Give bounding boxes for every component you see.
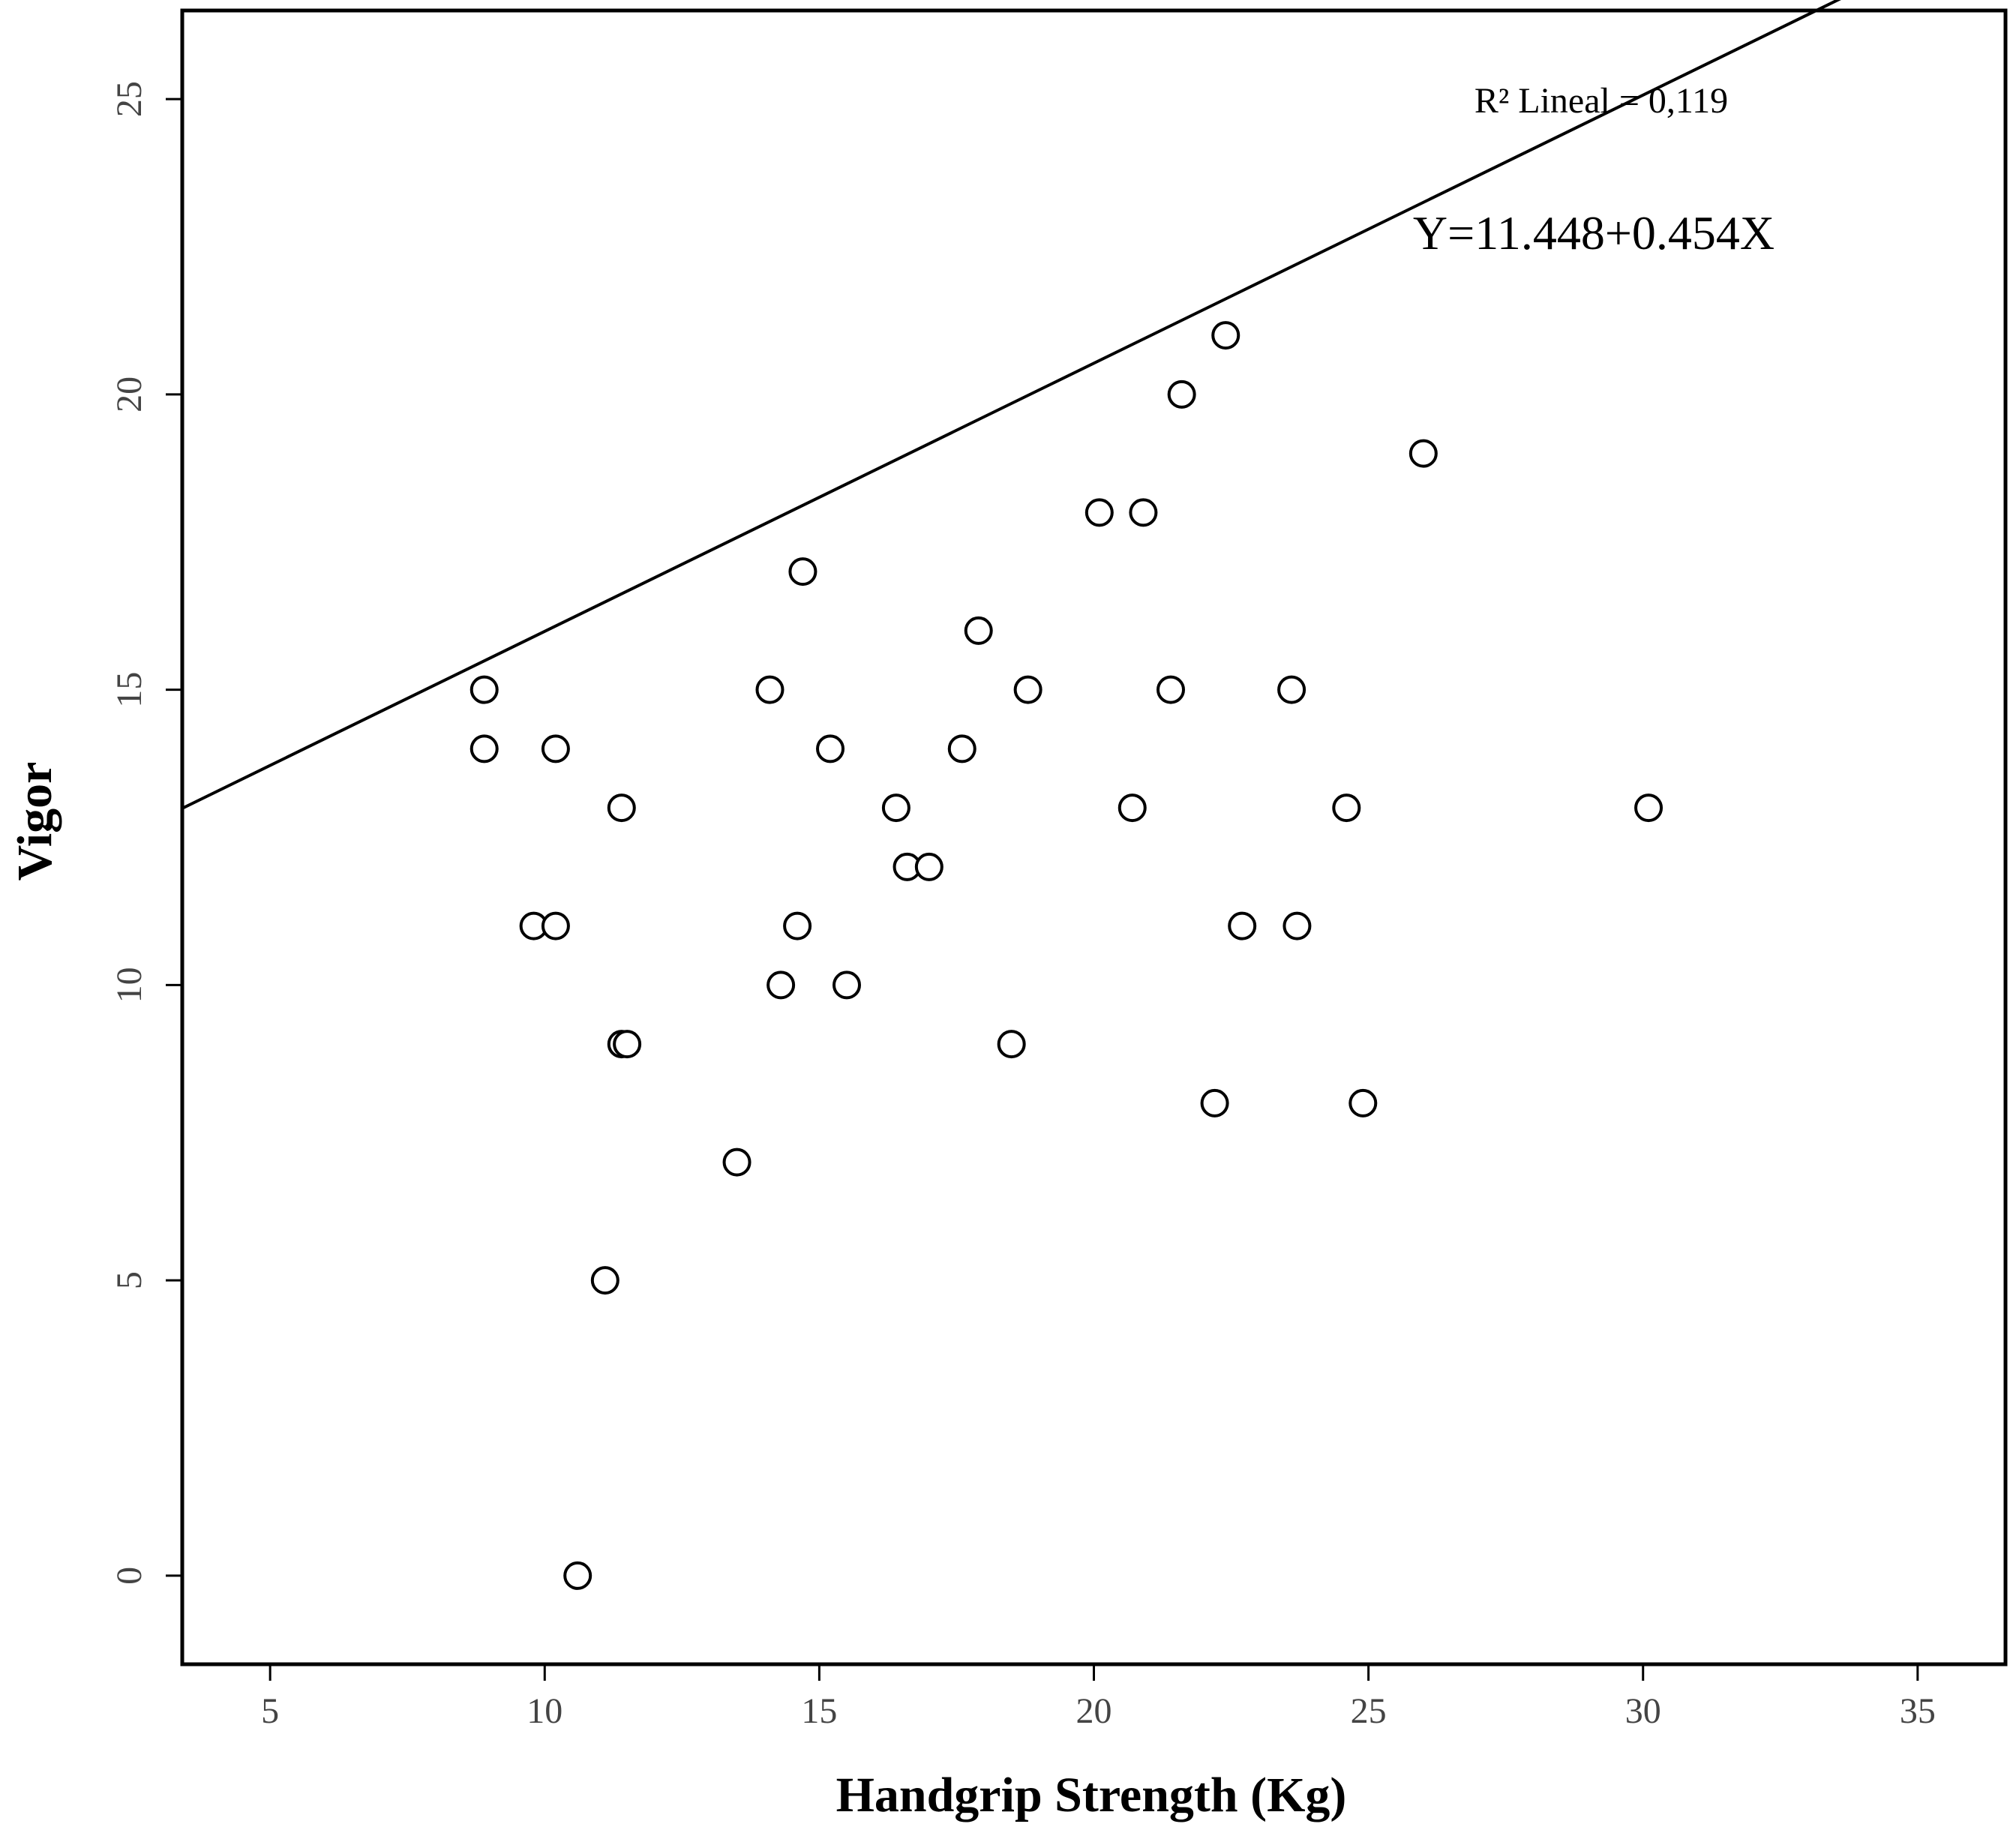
data-point <box>947 734 976 764</box>
y-axis-title: Vigor <box>8 762 62 881</box>
x-tick-label: 30 <box>1625 1691 1661 1731</box>
data-point <box>1129 498 1158 527</box>
data-point <box>1167 380 1196 409</box>
data-point <box>613 1030 642 1059</box>
y-tick-label: 0 <box>110 1567 149 1585</box>
data-point <box>590 1266 620 1295</box>
data-point <box>1228 911 1257 940</box>
data-point <box>722 1148 752 1177</box>
x-axis-title: Handgrip Strength (Kg) <box>836 1768 1347 1822</box>
axis-ticks: 5 10 15 20 25 30 35 0 5 10 15 20 25 <box>110 81 1936 1731</box>
data-point <box>755 675 784 704</box>
data-points <box>470 321 1664 1590</box>
data-point <box>914 852 944 881</box>
x-tick-label: 10 <box>526 1691 562 1731</box>
x-tick-label: 20 <box>1076 1691 1112 1731</box>
regression-line <box>182 0 1841 810</box>
data-point <box>1282 911 1312 940</box>
data-point <box>470 675 499 704</box>
data-point <box>1084 498 1114 527</box>
data-point <box>1277 675 1306 704</box>
x-tick-label: 15 <box>801 1691 837 1731</box>
data-point <box>1013 675 1042 704</box>
data-point <box>541 911 570 940</box>
data-point <box>1348 1088 1378 1118</box>
data-point <box>1634 794 1664 823</box>
data-point <box>766 970 796 1000</box>
data-point <box>541 734 570 764</box>
data-point <box>881 794 910 823</box>
data-point <box>563 1561 592 1590</box>
data-point <box>816 734 845 764</box>
data-point <box>1118 794 1147 823</box>
y-tick-label: 25 <box>110 81 149 117</box>
data-point <box>470 734 499 764</box>
data-point <box>1332 794 1361 823</box>
data-point <box>607 794 636 823</box>
data-point <box>1156 675 1186 704</box>
data-point <box>1211 321 1240 350</box>
data-point <box>1408 439 1438 468</box>
data-point <box>964 616 993 645</box>
y-tick-label: 10 <box>110 967 149 1003</box>
x-tick-label: 5 <box>261 1691 279 1731</box>
data-point <box>832 970 861 1000</box>
regression-equation: Y=11.448+0.454X <box>1413 206 1774 260</box>
data-point <box>997 1030 1026 1059</box>
y-tick-label: 5 <box>110 1271 149 1289</box>
data-point <box>788 557 818 586</box>
r2-annotation: R² Lineal = 0,119 <box>1474 81 1728 121</box>
data-point <box>783 911 812 940</box>
x-tick-label: 25 <box>1351 1691 1387 1731</box>
data-point <box>1200 1088 1229 1118</box>
y-tick-label: 20 <box>110 376 149 412</box>
fit-line-layer <box>182 0 1841 810</box>
y-tick-label: 15 <box>110 672 149 708</box>
x-tick-label: 35 <box>1900 1691 1936 1731</box>
